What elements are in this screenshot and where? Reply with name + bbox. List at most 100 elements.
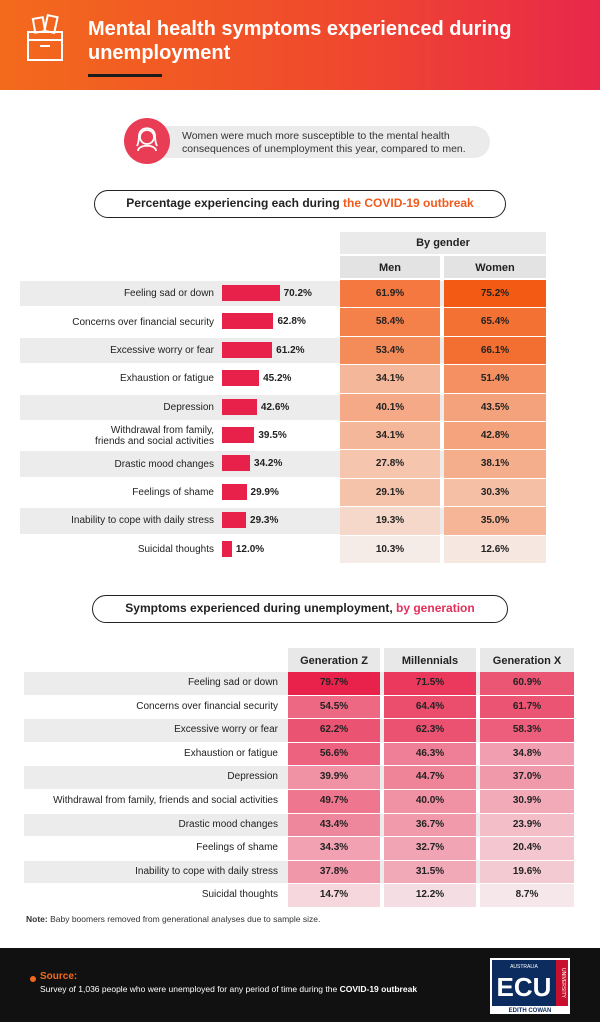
bar-5 <box>222 427 255 443</box>
bar-value-label: 29.3% <box>250 515 279 527</box>
logo-text-main: ECU <box>497 972 552 1002</box>
cell-generation-z: 62.2% <box>288 719 380 742</box>
cell-men: 58.4% <box>340 308 440 336</box>
callout-text: Women were much more susceptible to the … <box>182 130 466 155</box>
cell-men: 53.4% <box>340 336 440 365</box>
by-gender-header: By gender <box>340 232 546 254</box>
cell-women: 12.6% <box>444 535 546 563</box>
cell-men: 29.1% <box>340 478 440 507</box>
title-underline <box>88 74 162 77</box>
cell-millennials: 12.2% <box>384 884 476 907</box>
cell-generation-x: 34.8% <box>480 742 574 766</box>
row-label-text: Excessive worry or fear <box>110 344 214 356</box>
col-header-men: Men <box>340 256 440 278</box>
cell-men: 34.1% <box>340 422 440 450</box>
cell-generation-z: 43.4% <box>288 813 380 837</box>
section-title-prefix: Percentage experiencing each during <box>126 196 344 210</box>
row-label: Excessive worry or fear <box>14 337 214 364</box>
cell-women: 75.2% <box>444 280 546 308</box>
cell-generation-x: 61.7% <box>480 695 574 719</box>
row-label: Suicidal thoughts <box>201 889 278 901</box>
row-label: Excessive worry or fear <box>174 724 278 736</box>
cell-generation-z: 14.7% <box>288 884 380 907</box>
row-label: Feeling sad or down <box>14 280 214 307</box>
row-label-text: Suicidal thoughts <box>137 543 214 555</box>
row-label-text: Concerns over financial security <box>72 316 214 328</box>
bar-2 <box>222 341 273 358</box>
row-label: Depression <box>227 771 278 783</box>
cell-generation-x: 8.7% <box>480 884 574 907</box>
cell-men: 10.3% <box>340 535 440 563</box>
bar-3 <box>222 370 260 387</box>
row-label-text: Inability to cope with daily stress <box>71 515 214 527</box>
row-label-text: Feeling sad or down <box>123 288 214 300</box>
cell-generation-x: 19.6% <box>480 860 574 884</box>
bar-value-label: 62.8% <box>277 316 306 328</box>
cell-millennials: 64.4% <box>384 695 476 719</box>
col-header-millennials: Millennials <box>384 648 476 672</box>
bullet-icon <box>30 976 36 982</box>
box-icon <box>27 13 63 61</box>
cell-millennials: 46.3% <box>384 742 476 766</box>
bar-9 <box>222 540 232 557</box>
bar-value-label: 45.2% <box>263 373 292 385</box>
row-label: Feelings of shame <box>196 842 278 854</box>
bar-value-label: 70.2% <box>283 288 312 299</box>
row-label-text: Drastic mood changes <box>114 458 215 470</box>
bar-6 <box>222 455 251 472</box>
bar-8 <box>222 512 247 529</box>
section-title-highlight: the COVID-19 outbreak <box>343 196 474 210</box>
bar-value-label: 61.2% <box>276 344 305 356</box>
col-header-genz: Generation Z <box>288 648 380 672</box>
cell-generation-z: 37.8% <box>288 860 380 884</box>
cell-generation-z: 56.6% <box>288 742 380 766</box>
row-label-text: Depression <box>163 401 214 413</box>
bar-7 <box>222 483 247 500</box>
row-label: Feeling sad or down <box>187 677 278 688</box>
row-label: Exhaustion or fatigue <box>14 365 214 392</box>
cell-women: 51.4% <box>444 365 546 393</box>
row-label-text: Withdrawal from family, friends and socia… <box>95 424 214 447</box>
cell-women: 42.8% <box>444 422 546 450</box>
cell-generation-x: 20.4% <box>480 837 574 860</box>
source-label: Source: <box>40 971 78 982</box>
bar-value-label: 34.2% <box>254 458 283 470</box>
row-label: Depression <box>14 394 214 421</box>
person-icon <box>136 127 158 152</box>
cell-generation-z: 39.9% <box>288 766 380 789</box>
bar-value-label: 12.0% <box>235 543 265 555</box>
row-label: Feelings of shame <box>14 479 214 506</box>
cell-men: 27.8% <box>340 450 440 478</box>
note-text: Baby boomers removed from generational a… <box>47 914 321 924</box>
cell-men: 34.1% <box>340 365 440 393</box>
source-text: Survey of 1,036 people who were unemploy… <box>40 984 417 994</box>
col-header-women: Women <box>444 256 546 278</box>
callout-pill <box>135 126 490 158</box>
cell-millennials: 32.7% <box>384 837 476 860</box>
note-label: Note: <box>26 914 48 924</box>
row-label: Inability to cope with daily stress <box>135 865 278 877</box>
cell-millennials: 31.5% <box>384 860 476 884</box>
row-label: Suicidal thoughts <box>14 536 214 563</box>
cell-women: 38.1% <box>444 450 546 478</box>
cell-generation-x: 58.3% <box>480 719 574 742</box>
cell-millennials: 44.7% <box>384 766 476 789</box>
section-title-highlight: by generation <box>396 601 475 615</box>
bar-4 <box>222 398 257 415</box>
footnote: Note: Baby boomers removed from generati… <box>26 914 320 924</box>
cell-men: 61.9% <box>340 280 440 308</box>
logo-text-side: UNIVERSITY <box>560 968 566 999</box>
row-label-text: Exhaustion or fatigue <box>120 373 214 385</box>
logo-text-bottom: EDITH COWAN <box>509 1008 552 1014</box>
cell-men: 19.3% <box>340 507 440 535</box>
bar-value-label: 39.5% <box>258 430 287 441</box>
section-title-prefix: Symptoms experienced during unemployment… <box>125 601 397 615</box>
cell-millennials: 71.5% <box>384 672 476 695</box>
row-label: Concerns over financial security <box>14 308 214 335</box>
source-text-bold: COVID-19 outbreak <box>339 984 418 994</box>
cell-generation-x: 23.9% <box>480 813 574 837</box>
cell-millennials: 62.3% <box>384 719 476 742</box>
cell-men: 40.1% <box>340 393 440 421</box>
cell-generation-z: 79.7% <box>288 672 380 695</box>
row-label: Exhaustion or fatigue <box>184 747 278 759</box>
